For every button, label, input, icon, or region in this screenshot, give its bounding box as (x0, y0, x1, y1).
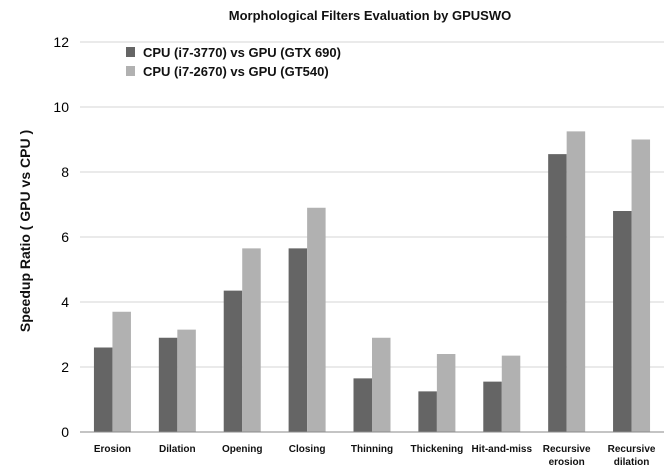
x-tick-label: Hit-and-miss (471, 444, 532, 455)
x-tick-label: Erosion (94, 444, 131, 455)
bar-gtx690 (483, 381, 502, 432)
bar-gt540 (112, 311, 131, 432)
bar-gtx690 (158, 337, 178, 432)
x-tick-label: Recursive (608, 444, 656, 455)
bar-gtx690 (288, 248, 308, 432)
bars (93, 131, 651, 432)
bar-gt540 (631, 139, 651, 432)
bar-gtx690 (548, 154, 567, 432)
y-tick-label: 10 (53, 99, 69, 115)
x-tick-label: erosion (549, 457, 585, 468)
x-tick-label: Thinning (351, 444, 393, 455)
bar-gt540 (436, 354, 456, 432)
x-tick-label: Closing (289, 444, 326, 455)
bar-gtx690 (223, 290, 243, 432)
x-tick-label: Thickening (410, 444, 463, 455)
bar-gt540 (307, 207, 326, 432)
bar-gt540 (566, 131, 586, 432)
y-tick-label: 6 (61, 229, 69, 245)
legend: CPU (i7-3770) vs GPU (GTX 690) CPU (i7-26… (126, 45, 341, 79)
x-tick-label: Recursive (543, 444, 591, 455)
y-tick-label: 2 (61, 359, 69, 375)
x-tick-label: Opening (222, 444, 263, 455)
bar-gt540 (242, 248, 261, 432)
legend-label: CPU (i7-2670) vs GPU (GT540) (143, 64, 329, 79)
bar-gtx690 (353, 378, 372, 432)
y-tick-label: 12 (53, 34, 69, 50)
bar-gtx690 (418, 391, 437, 432)
bar-gtx690 (93, 347, 113, 432)
x-tick-label: dilation (614, 457, 650, 468)
y-tick-labels: 0 2 4 6 8 10 12 (53, 34, 69, 440)
y-tick-label: 4 (61, 294, 69, 310)
y-tick-label: 8 (61, 164, 69, 180)
legend-swatch (126, 66, 135, 76)
legend-swatch (126, 47, 135, 57)
bar-gt540 (177, 329, 196, 432)
bar-gtx690 (613, 211, 632, 432)
bar-gt540 (372, 337, 391, 432)
legend-label: CPU (i7-3770) vs GPU (GTX 690) (143, 45, 341, 60)
bar-gt540 (501, 355, 521, 432)
chart-title: Morphological Filters Evaluation by GPUS… (229, 8, 511, 23)
y-tick-label: 0 (61, 424, 69, 440)
y-axis-label: Speedup Ratio ( GPU vs CPU ) (17, 130, 33, 332)
x-tick-labels: Erosion Dilation Opening Closing Thinning Thi… (94, 444, 656, 468)
x-tick-label: Dilation (159, 444, 196, 455)
